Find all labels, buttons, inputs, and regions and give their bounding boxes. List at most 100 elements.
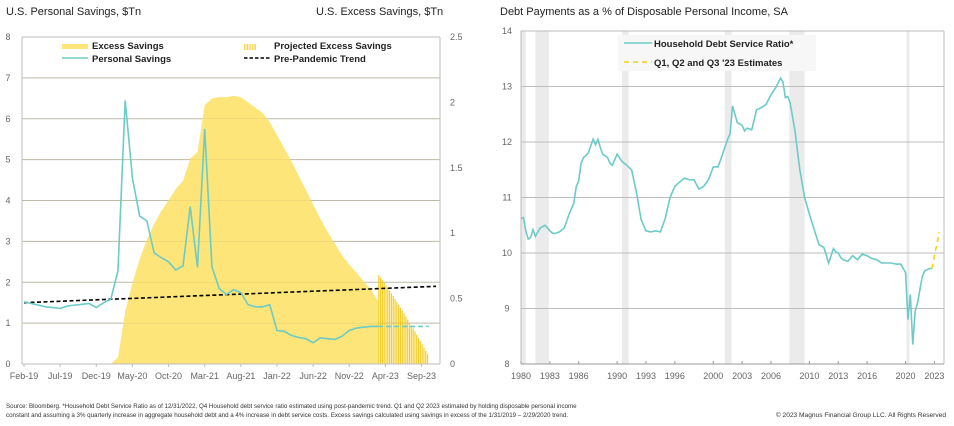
x-tick-label: 2000 [703, 371, 723, 381]
legend-estimate-label: Q1, Q2 and Q3 '23 Estimates [654, 58, 782, 69]
projected-excess-bar [425, 350, 427, 364]
projected-excess-bar [416, 334, 418, 364]
projected-excess-bar [423, 347, 425, 364]
legend-projected-swatch [252, 44, 253, 50]
y-tick-label: 8 [504, 359, 509, 369]
projected-excess-bar [383, 282, 385, 364]
projected-excess-bar [401, 310, 403, 364]
y-tick-label: 7 [5, 73, 10, 83]
projected-excess-bar [426, 354, 429, 364]
legend-background [618, 35, 816, 71]
legend-projected-swatch [245, 44, 247, 50]
y-tick-label: 13 [502, 82, 512, 92]
projected-excess-bar [385, 285, 387, 364]
projected-excess-bar [381, 280, 383, 364]
y-tick-label: 10 [502, 248, 512, 258]
x-tick-label: 1980 [511, 371, 531, 381]
y-tick-label: 1 [5, 318, 10, 328]
legend-projected-swatch [255, 44, 256, 50]
source-line-1: Source: Bloomberg. *Household Debt Servi… [6, 403, 577, 410]
left-chart-title: U.S. Personal Savings, $Tn [6, 6, 142, 18]
y-tick-label: 11 [502, 193, 511, 203]
x-tick-label: 2020 [896, 371, 916, 381]
y2-tick-label: 1 [450, 228, 455, 238]
legend: Household Debt Service Ratio* Q1, Q2 and … [618, 35, 816, 71]
estimates-line [931, 231, 940, 269]
y-tick-label: 12 [502, 137, 512, 147]
x-tick-label: 1990 [607, 371, 627, 381]
right-chart-title: Debt Payments as a % of Disposable Perso… [500, 6, 788, 18]
y-tick-label: 14 [502, 26, 512, 36]
legend-projected-swatch [244, 44, 245, 50]
legend-dsr-label: Household Debt Service Ratio* [654, 39, 794, 50]
y-tick-label: 4 [5, 196, 10, 206]
legend-excess-label: Excess Savings [92, 41, 164, 52]
projected-excess-bar [421, 344, 423, 364]
projected-excess-bar [408, 322, 411, 364]
x-tick-label: 1993 [636, 371, 656, 381]
y-tick-label: 8 [5, 32, 10, 42]
x-tick-label: 2003 [732, 371, 752, 381]
x-tick-label: 2016 [857, 371, 877, 381]
y2-tick-label: 1.5 [450, 163, 463, 173]
projected-excess-bar [410, 325, 412, 364]
projected-excess-bar [399, 307, 402, 364]
x-tick-label: Aug-21 [226, 371, 255, 381]
projected-excess-bar [412, 328, 414, 364]
x-tick-label: Dec-19 [82, 371, 111, 381]
projected-excess-bar [390, 293, 393, 364]
projected-excess-bar [405, 316, 407, 364]
legend-projected-label: Projected Excess Savings [274, 41, 392, 52]
projected-excess-bar [398, 304, 400, 364]
legend: Excess Savings Projected Excess Savings Pe… [62, 41, 392, 65]
projected-excess-bar [396, 301, 398, 364]
recession-band [906, 31, 910, 364]
projected-excess-bar [389, 290, 391, 364]
projected-excess-bar [403, 313, 405, 364]
x-tick-label: Jun-22 [299, 371, 327, 381]
recession-band [724, 31, 732, 364]
x-tick-label: Sep-23 [407, 371, 436, 381]
y2-tick-label: 2 [450, 97, 455, 107]
x-tick-label: 2013 [828, 371, 848, 381]
recession-band [621, 31, 629, 364]
legend-projected-swatch [247, 44, 248, 50]
personal-savings-line [23, 100, 379, 344]
x-tick-label: 1986 [569, 371, 589, 381]
projected-excess-bar [419, 341, 421, 364]
y-tick-label: 5 [5, 155, 10, 165]
debt-service-ratio-line [520, 76, 932, 345]
y-tick-label: 9 [504, 304, 509, 314]
projected-excess-bar [379, 277, 382, 364]
y2-tick-label: 0 [450, 359, 455, 369]
savings-chart: 0 1 2 3 4 5 6 7 8 0 0.5 1 1.5 2 2.5 Feb-19 Jul-19 Dec-19 M… [5, 32, 463, 381]
y2-tick-label: 2.5 [450, 32, 463, 42]
copyright: © 2023 Magnus Financial Group LLC. All R… [775, 412, 946, 419]
recession-band [789, 31, 805, 364]
x-tick-label: 2023 [924, 371, 944, 381]
x-tick-label: Apr-23 [372, 371, 399, 381]
x-tick-label: Mar-21 [190, 371, 219, 381]
y-tick-label: 6 [5, 114, 10, 124]
projected-excess-bar [414, 331, 416, 364]
y-tick-label: 3 [5, 236, 10, 246]
pre-pandemic-trend-line [23, 285, 437, 304]
x-tick-label: May-20 [117, 371, 147, 381]
legend-projected-swatch [253, 44, 255, 50]
projected-excess-bar [392, 295, 394, 364]
recession-band [535, 31, 549, 364]
legend-projected-swatch [250, 44, 252, 50]
x-tick-label: Jul-19 [48, 371, 73, 381]
source-footnote: Source: Bloomberg. *Household Debt Servi… [6, 402, 706, 420]
x-tick-label: Feb-19 [10, 371, 39, 381]
projected-excess-bar [417, 337, 420, 364]
x-tick-label: 2010 [799, 371, 819, 381]
recession-band [521, 31, 526, 364]
y-tick-label: 0 [5, 359, 10, 369]
x-tick-label: Nov-22 [335, 371, 364, 381]
legend-trend-label: Pre-Pandemic Trend [274, 54, 366, 65]
x-tick-label: Oct-20 [155, 371, 182, 381]
projected-excess-bar [407, 319, 409, 364]
y2-tick-label: 0.5 [450, 294, 463, 304]
y-tick-label: 2 [5, 277, 10, 287]
